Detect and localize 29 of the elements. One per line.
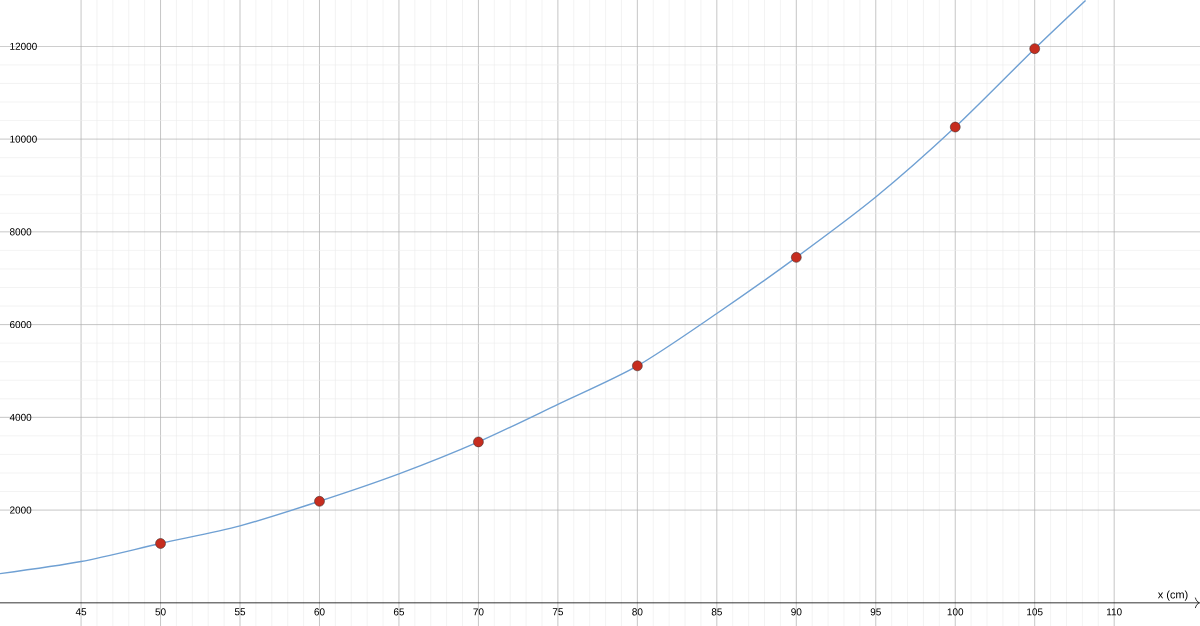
x-tick-label: 50: [155, 608, 166, 616]
x-tick-label: 75: [552, 608, 564, 616]
x-tick-label: 70: [473, 608, 484, 616]
point: [1029, 43, 1040, 54]
line-series: [0, 0, 1087, 575]
y-tick-label: 12000: [10, 42, 37, 50]
y-tick-label: 2000: [10, 506, 32, 514]
x-tick-label: 95: [870, 608, 881, 616]
x-tick-label: 85: [711, 608, 722, 616]
x-tick-label: 100: [947, 608, 964, 616]
x-tick-label: 90: [791, 608, 802, 616]
x-tick-label: 55: [234, 608, 246, 616]
x-tick-label: 105: [1027, 608, 1043, 616]
x-axis-title: x (cm): [1157, 590, 1188, 601]
x-tick-label: 60: [314, 608, 325, 616]
x-tick-label: 80: [632, 608, 643, 616]
point: [155, 538, 166, 549]
x-tick-label: 65: [393, 608, 405, 616]
x-tick-label: 45: [75, 608, 87, 616]
point: [632, 360, 643, 372]
y-tick-label: 4000: [9, 413, 32, 421]
y-tick-label: 10000: [10, 135, 37, 143]
point: [473, 436, 484, 448]
point: [791, 252, 802, 263]
y-tick-label: 8000: [9, 228, 32, 236]
point: [949, 121, 961, 133]
point: [314, 496, 325, 507]
x-tick-label: 110: [1107, 608, 1122, 616]
y-tick-label: 6000: [10, 321, 32, 329]
